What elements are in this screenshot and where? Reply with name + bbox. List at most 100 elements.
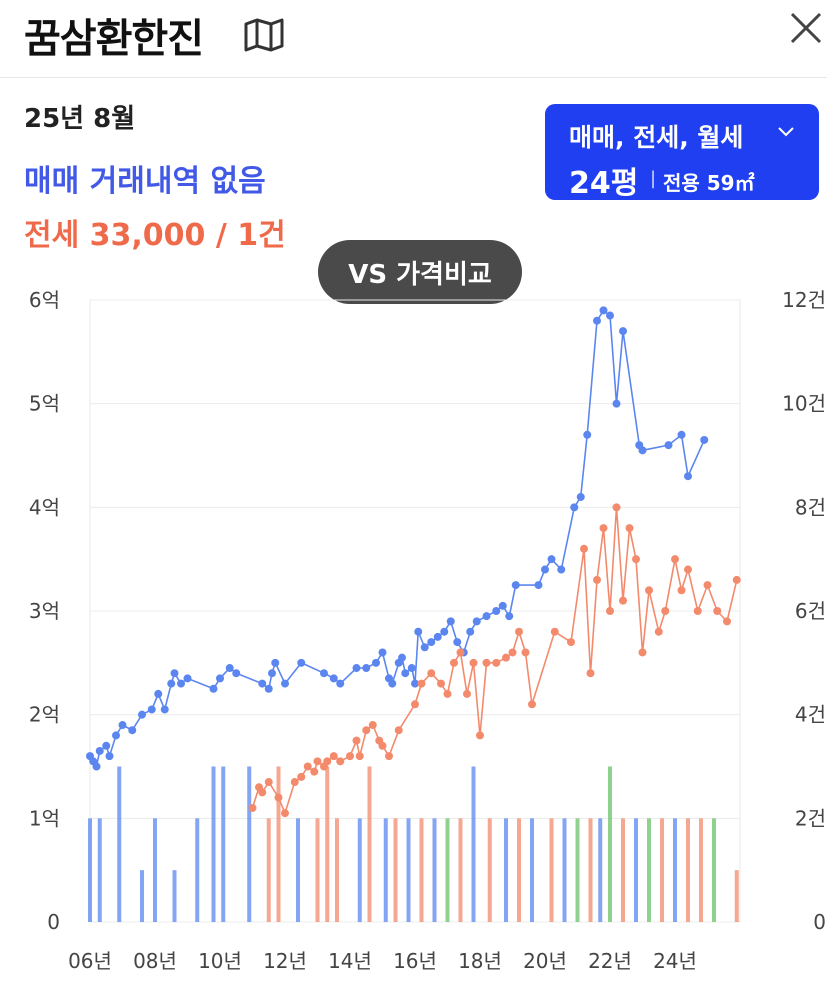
page-title: 꿈삼환한진 [24, 16, 204, 62]
price-point [362, 664, 371, 673]
price-point [216, 674, 224, 683]
y-right-tick-label: 8건 [795, 495, 826, 519]
price-point [440, 627, 449, 636]
price-point [310, 767, 319, 776]
price-point [427, 638, 436, 647]
price-point [303, 762, 312, 771]
price-point [511, 581, 520, 590]
price-point [492, 658, 501, 667]
volume-bar [393, 818, 398, 922]
volume-bar [221, 766, 226, 922]
volume-bar [487, 818, 492, 922]
price-point [645, 586, 653, 595]
volume-bar [419, 818, 424, 922]
price-point [92, 762, 101, 771]
price-point [112, 731, 120, 740]
price-point [232, 669, 241, 678]
price-point [313, 757, 322, 766]
y-left-tick-label: 3억 [29, 599, 60, 623]
price-point [290, 778, 299, 787]
price-point [528, 700, 536, 709]
price-point [723, 617, 731, 626]
volume-bar [195, 818, 200, 922]
price-point [281, 679, 289, 688]
price-point [401, 669, 410, 678]
price-line [89, 309, 706, 769]
price-point [95, 746, 104, 755]
price-point [352, 736, 361, 745]
price-point [437, 679, 445, 688]
price-point [411, 700, 419, 709]
price-point [515, 627, 523, 636]
price-point [281, 809, 289, 818]
x-tick-label: 14년 [328, 949, 372, 973]
volume-bar [383, 818, 388, 922]
volume-bar [140, 870, 144, 922]
y-right-tick-label: 2건 [795, 806, 826, 830]
price-point [147, 705, 156, 714]
price-point [443, 689, 452, 698]
price-point [472, 617, 481, 626]
volume-bar [673, 818, 677, 922]
price-point [160, 705, 169, 714]
price-point [671, 555, 679, 564]
y-left-tick-label: 1억 [29, 806, 60, 830]
price-point [274, 793, 283, 802]
vs-compare-button[interactable]: VS 가격비교 [318, 240, 522, 304]
y-right-tick-label: 6건 [795, 599, 826, 623]
price-point [567, 638, 575, 647]
price-point [352, 664, 361, 673]
price-point [398, 653, 406, 662]
volume-bar [117, 766, 122, 922]
price-point [583, 430, 592, 439]
x-tick-label: 24년 [653, 949, 697, 973]
price-point [606, 311, 614, 320]
price-point [209, 684, 218, 693]
volume-bar [247, 766, 252, 922]
trade-type-filter[interactable]: 매매, 전세, 월세 24평 | 전용 59㎡ [545, 104, 819, 201]
price-point [271, 658, 280, 667]
price-point [378, 648, 387, 657]
price-point [476, 731, 484, 740]
volume-bar [153, 818, 157, 922]
volume-bar [608, 766, 612, 922]
x-tick-label: 20년 [523, 949, 567, 973]
price-point [466, 627, 475, 636]
volume-bar [598, 818, 603, 922]
price-point [700, 435, 709, 444]
size-pyeong: 24평 [569, 166, 639, 201]
close-icon[interactable] [786, 8, 826, 48]
volume-bar [211, 766, 216, 922]
price-point [183, 674, 192, 683]
price-point [258, 788, 267, 797]
volume-bar [97, 818, 102, 922]
volume-bar [172, 870, 177, 922]
price-point [264, 684, 273, 693]
price-point [508, 648, 517, 657]
price-point [580, 544, 588, 553]
volume-bar [357, 818, 362, 922]
x-tick-label: 22년 [588, 949, 632, 973]
map-icon[interactable] [243, 18, 285, 52]
price-point [625, 524, 634, 533]
price-point [433, 632, 442, 641]
volume-bar [445, 818, 450, 922]
price-point [547, 555, 556, 564]
price-point [684, 472, 692, 481]
volume-bar [266, 818, 271, 922]
price-point [576, 492, 585, 501]
y-left-tick-label: 2억 [29, 703, 60, 727]
price-point [521, 648, 530, 657]
price-point [684, 565, 692, 574]
price-point [336, 679, 345, 688]
price-point [118, 721, 127, 730]
volume-bar [549, 818, 554, 922]
x-tick-label: 10년 [198, 949, 242, 973]
price-point [541, 565, 549, 574]
price-point [677, 586, 686, 595]
price-point [407, 664, 416, 673]
price-point [420, 643, 429, 652]
price-point [492, 607, 501, 615]
volume-bar [562, 818, 567, 922]
y-right-tick-label: 0 [813, 910, 826, 934]
